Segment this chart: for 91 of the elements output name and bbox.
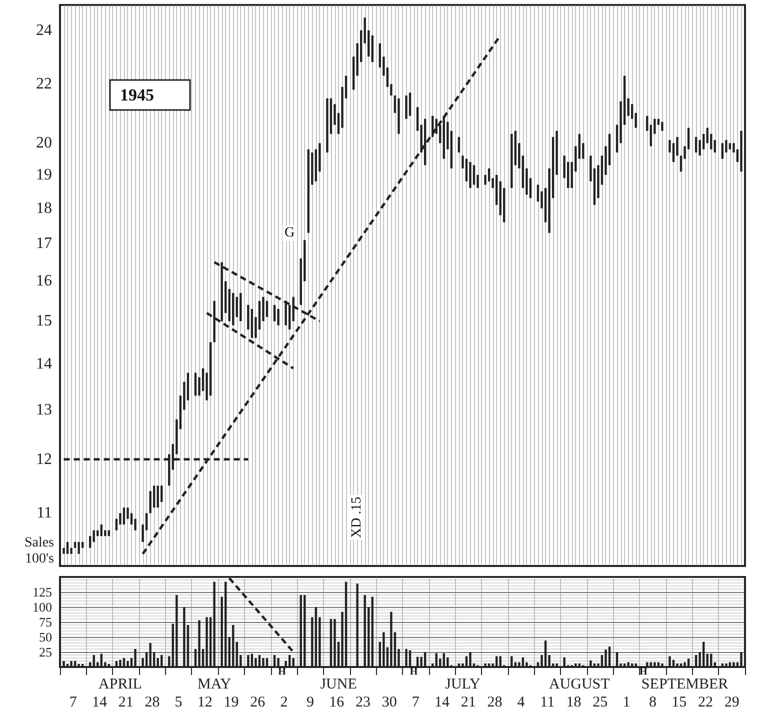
annotation: XD .15 xyxy=(350,496,364,538)
x-tick-label: 28 xyxy=(144,694,160,710)
x-tick-label: 18 xyxy=(566,694,582,710)
x-tick-label: 29 xyxy=(724,694,740,710)
x-tick-label: 30 xyxy=(382,694,397,710)
bar xyxy=(100,524,102,536)
bar xyxy=(273,304,276,322)
bar xyxy=(250,308,254,338)
bar xyxy=(472,165,476,185)
bar xyxy=(510,134,513,188)
x-tick-label: 8 xyxy=(649,694,657,710)
bar xyxy=(408,92,412,116)
bar xyxy=(495,174,498,205)
x-tick-label: 21 xyxy=(460,694,476,710)
x2-tick-label: APRIL xyxy=(98,676,142,692)
y-tick-label: 12 xyxy=(36,450,52,468)
bar xyxy=(371,35,374,62)
bar xyxy=(721,143,724,159)
y-tick-label: 75 xyxy=(39,614,52,630)
x-tick-label: 7 xyxy=(69,694,78,710)
bar xyxy=(578,134,580,159)
bar xyxy=(634,112,637,128)
x-tick-label: 15 xyxy=(672,694,687,710)
x-tick-label: 23 xyxy=(355,694,370,710)
y-tick-label: 50 xyxy=(39,630,52,644)
x-tick-label: 11 xyxy=(540,694,555,710)
y-tick-label: 24 xyxy=(36,22,52,39)
y-tick-label: 19 xyxy=(36,166,52,184)
x-tick-label: 5 xyxy=(174,694,182,710)
y-tick-label: 14 xyxy=(36,355,52,372)
annotation: G xyxy=(284,225,295,240)
bar xyxy=(714,140,716,152)
x-tick-label: 22 xyxy=(698,694,713,710)
annotation: H xyxy=(410,666,418,678)
bar xyxy=(661,122,664,131)
y-tick-label: 16 xyxy=(36,272,52,290)
bar xyxy=(277,308,280,326)
y-tick-label: 18 xyxy=(36,200,52,217)
bar xyxy=(405,95,408,119)
x-tick-label: 19 xyxy=(224,694,239,710)
x2-tick-label: JUNE xyxy=(320,676,357,692)
x-tick-label: 25 xyxy=(592,694,608,710)
x-tick-label: 9 xyxy=(306,694,314,710)
bar xyxy=(514,130,517,166)
bar xyxy=(469,162,472,188)
x-tick-label: 7 xyxy=(412,694,420,710)
x2-tick-label: AUGUST xyxy=(548,676,610,692)
x-tick-label: 28 xyxy=(487,694,502,710)
x-tick-label: 1 xyxy=(622,694,630,710)
bar xyxy=(398,98,400,134)
y-tick-label: 15 xyxy=(36,312,52,330)
x2-tick-label: SEPTEMBER xyxy=(641,676,728,692)
x-tick-label: 14 xyxy=(92,694,108,710)
annotation: H xyxy=(639,666,648,678)
y-tick-label: 17 xyxy=(36,235,52,252)
bar xyxy=(266,300,268,318)
x-tick-label: 14 xyxy=(434,694,450,710)
bar xyxy=(156,486,159,508)
bar xyxy=(307,149,310,233)
bar xyxy=(236,296,238,318)
annotation: 1945 xyxy=(120,86,154,104)
annotation: H xyxy=(278,666,286,678)
bar xyxy=(89,536,92,548)
y-axis-title: Sales 100's xyxy=(24,536,54,566)
bar xyxy=(78,542,80,554)
x-tick-label: 26 xyxy=(250,694,266,710)
bar xyxy=(240,292,242,322)
x-tick-label: 21 xyxy=(118,694,134,710)
bar xyxy=(646,116,648,131)
y-tick-label: 20 xyxy=(36,134,52,152)
bar xyxy=(232,292,234,326)
bar xyxy=(458,136,460,152)
bar xyxy=(326,98,328,152)
y-tick-label: 25 xyxy=(39,644,52,660)
y-tick-label: 11 xyxy=(36,504,52,522)
x-tick-label: 4 xyxy=(517,694,526,710)
bar xyxy=(122,508,126,525)
x-tick-label: 12 xyxy=(197,694,212,710)
y-tick-label: 125 xyxy=(32,584,52,600)
x2-tick-label: JULY xyxy=(445,676,480,692)
x-tick-label: 16 xyxy=(329,694,345,710)
bar xyxy=(694,136,698,152)
y-tick-label: 100 xyxy=(32,600,52,614)
bar xyxy=(228,289,230,322)
bar xyxy=(194,372,197,396)
y-tick-label: 22 xyxy=(36,76,52,93)
x2-tick-label: MAY xyxy=(197,676,232,692)
y-tick-label: 13 xyxy=(36,401,52,418)
bar xyxy=(728,143,732,150)
bar xyxy=(66,542,69,554)
x-tick-label: 2 xyxy=(280,694,288,710)
